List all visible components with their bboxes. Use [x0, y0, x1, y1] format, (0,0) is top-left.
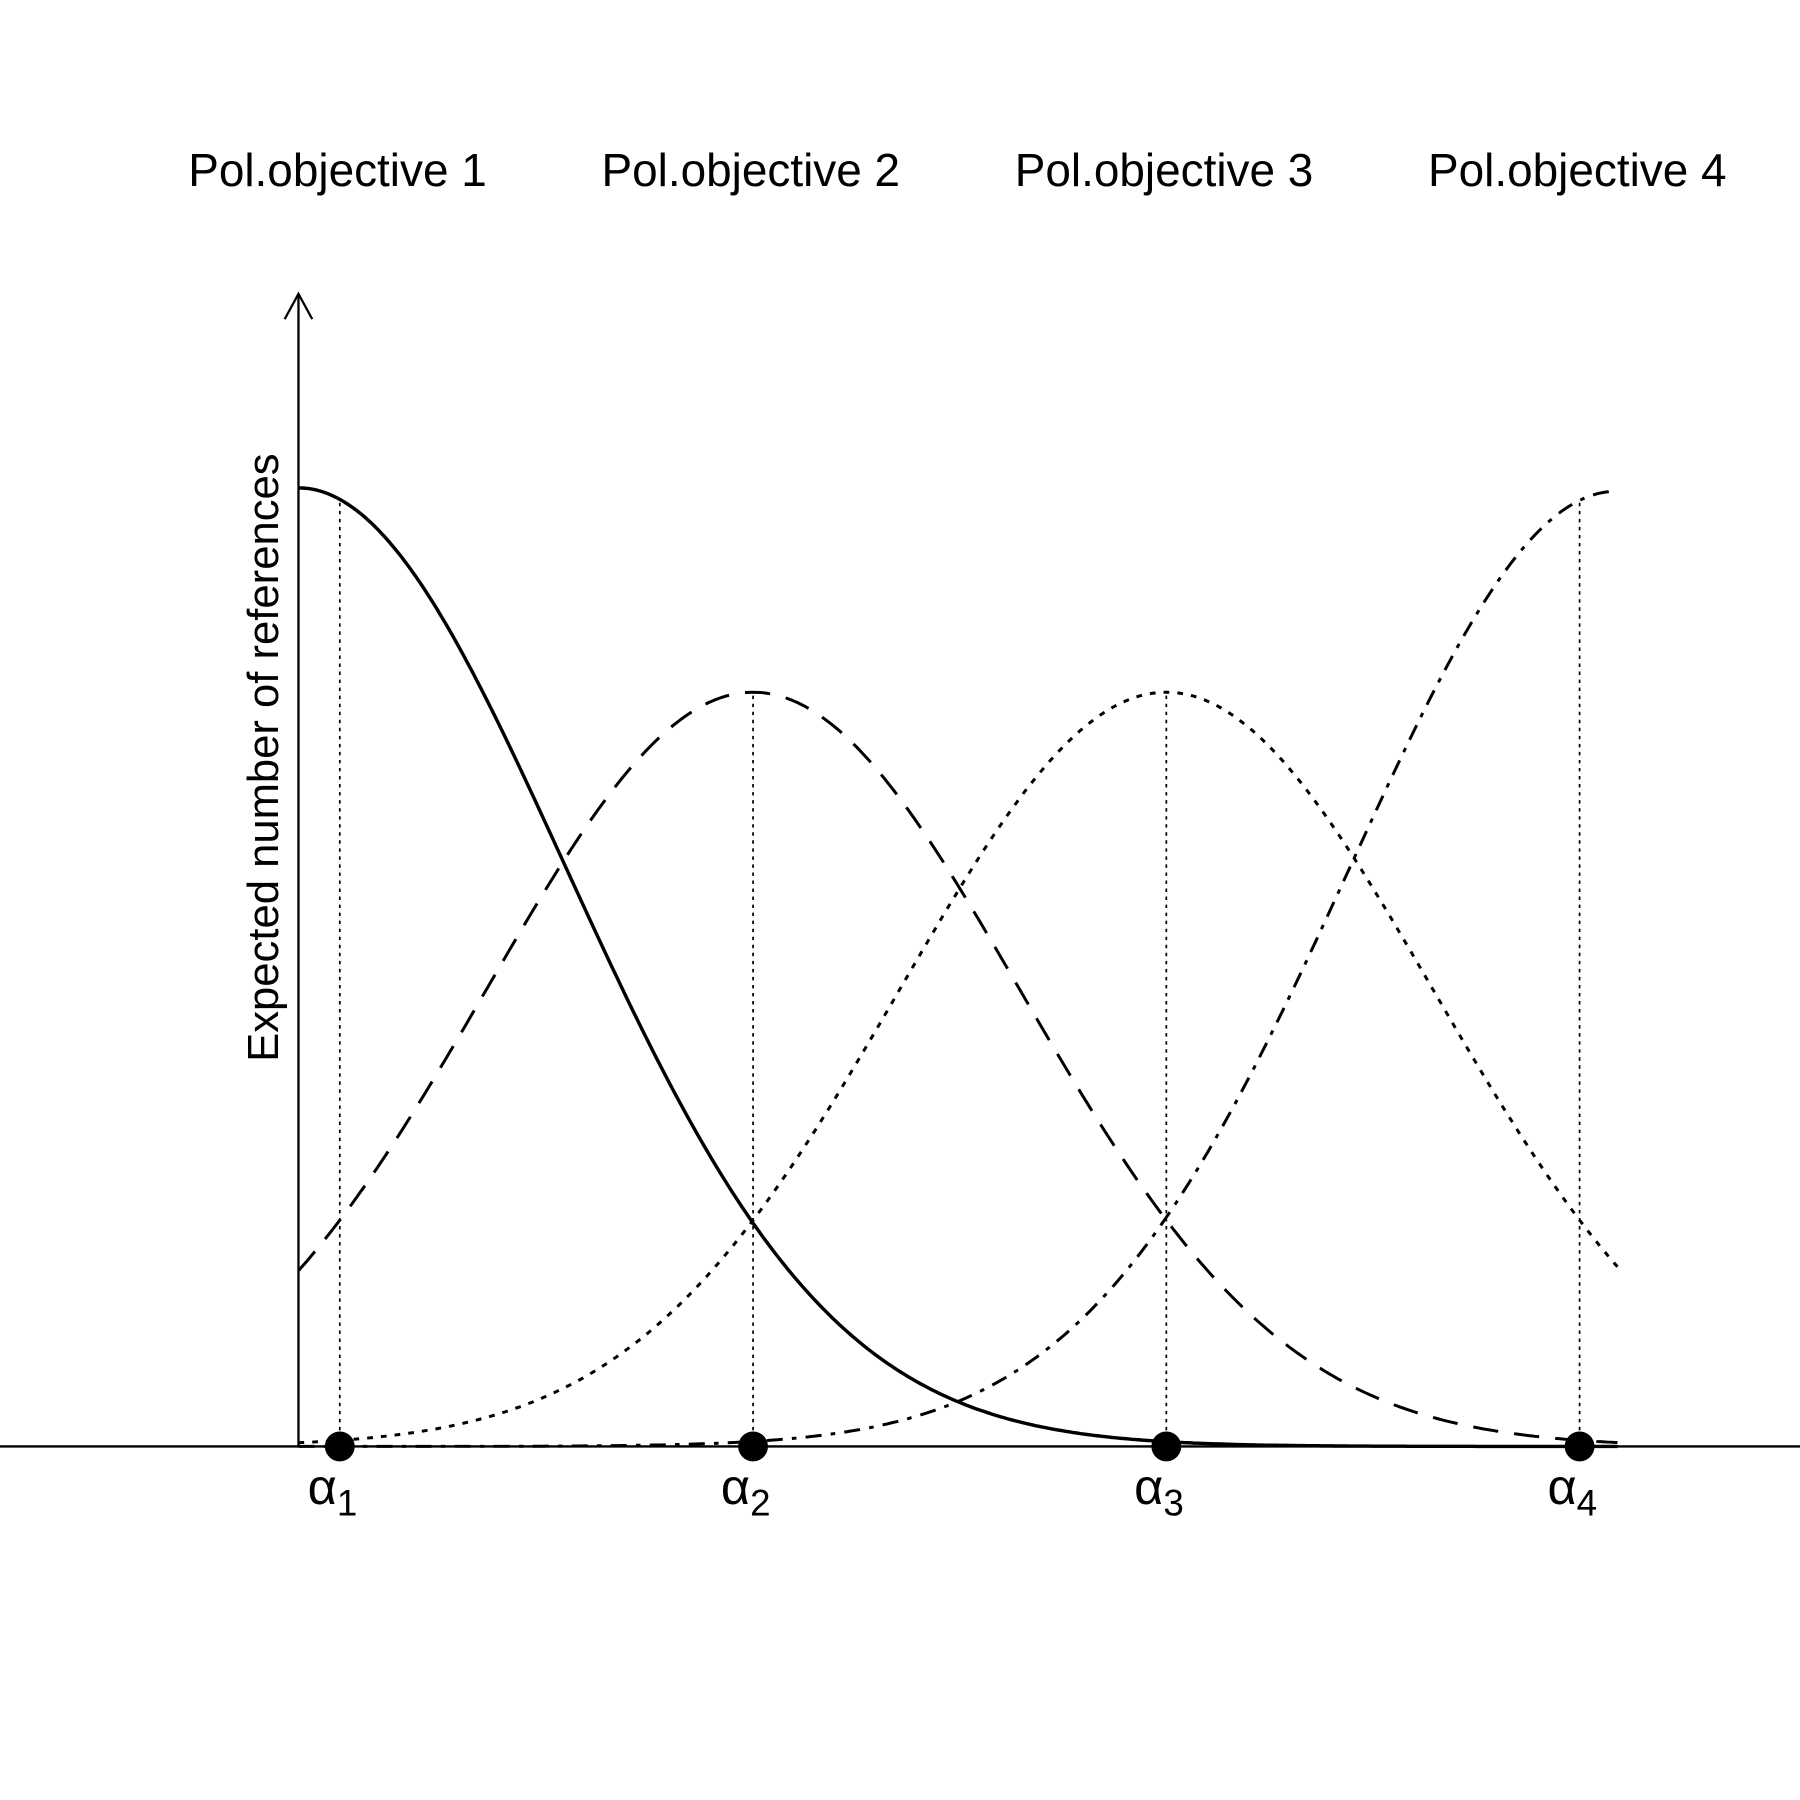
y-axis-label: Expected number of references	[240, 453, 288, 1061]
curve	[298, 690, 1619, 1445]
curve	[297, 690, 1618, 1445]
point-label: α3	[1134, 1458, 1184, 1523]
point-symbol: α	[1547, 1458, 1576, 1515]
point-index: 2	[750, 1482, 770, 1523]
point-symbol: α	[721, 1458, 750, 1515]
point-label: α4	[1547, 1458, 1597, 1523]
point-label: α2	[721, 1458, 771, 1523]
objective-label: Pol.objective 3	[1015, 144, 1314, 196]
point-symbol: α	[308, 1458, 337, 1515]
objective-label: Pol.objective 1	[188, 144, 487, 196]
objective-label: Pol.objective 4	[1428, 144, 1727, 196]
point	[1564, 1431, 1595, 1462]
point	[324, 1431, 355, 1462]
point-label: α1	[308, 1458, 358, 1523]
point-index: 1	[337, 1482, 357, 1523]
curve	[298, 489, 1618, 1448]
point-index: 3	[1163, 1482, 1183, 1523]
objective-label: Pol.objective 2	[601, 144, 900, 196]
point	[1151, 1431, 1182, 1462]
point-symbol: α	[1134, 1458, 1163, 1515]
point-index: 4	[1577, 1482, 1597, 1523]
point	[738, 1431, 768, 1462]
y-axis-arrow	[283, 291, 314, 320]
